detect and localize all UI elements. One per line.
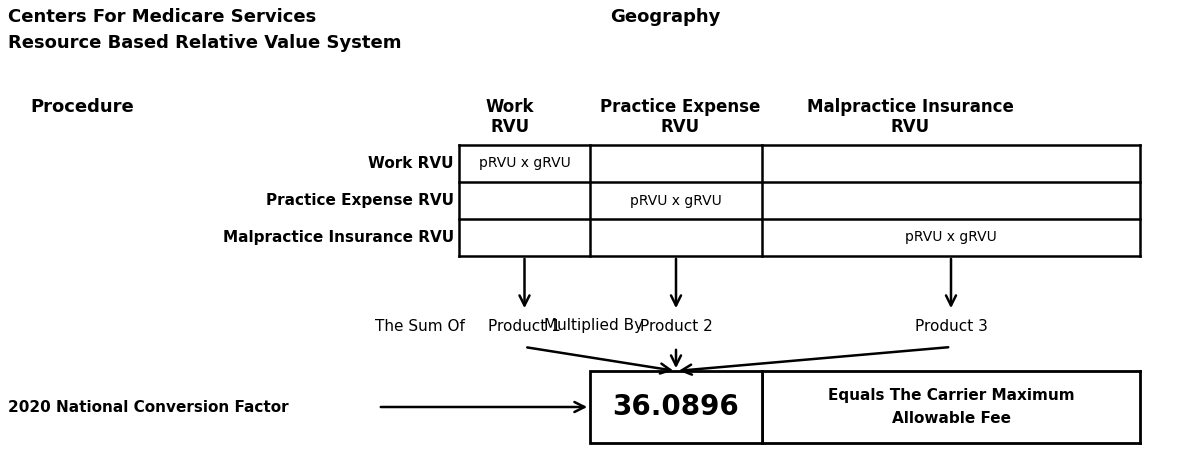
Text: Equals The Carrier Maximum
Allowable Fee: Equals The Carrier Maximum Allowable Fee — [828, 389, 1074, 426]
Text: Malpractice Insurance: Malpractice Insurance — [806, 98, 1014, 116]
Text: Work RVU: Work RVU — [368, 156, 454, 171]
Text: Product 1: Product 1 — [488, 319, 560, 334]
Text: pRVU x gRVU: pRVU x gRVU — [630, 194, 722, 207]
Text: Procedure: Procedure — [30, 98, 133, 116]
Text: The Sum Of: The Sum Of — [374, 319, 464, 334]
Text: RVU: RVU — [890, 118, 930, 136]
Bar — [590, 371, 762, 443]
Text: Centers For Medicare Services: Centers For Medicare Services — [8, 8, 317, 26]
Text: Practice Expense: Practice Expense — [600, 98, 760, 116]
Text: Multiplied By: Multiplied By — [545, 318, 643, 333]
Text: pRVU x gRVU: pRVU x gRVU — [479, 156, 570, 171]
Text: RVU: RVU — [491, 118, 529, 136]
Text: Practice Expense RVU: Practice Expense RVU — [266, 193, 454, 208]
Text: Malpractice Insurance RVU: Malpractice Insurance RVU — [223, 230, 454, 245]
Text: Product 3: Product 3 — [914, 319, 988, 334]
Text: Product 2: Product 2 — [640, 319, 713, 334]
Text: pRVU x gRVU: pRVU x gRVU — [905, 230, 997, 244]
Text: Work: Work — [486, 98, 534, 116]
Text: 2020 National Conversion Factor: 2020 National Conversion Factor — [8, 400, 289, 414]
Text: Resource Based Relative Value System: Resource Based Relative Value System — [8, 34, 402, 52]
Text: Geography: Geography — [610, 8, 720, 26]
Text: 36.0896: 36.0896 — [613, 393, 739, 421]
Text: RVU: RVU — [660, 118, 700, 136]
